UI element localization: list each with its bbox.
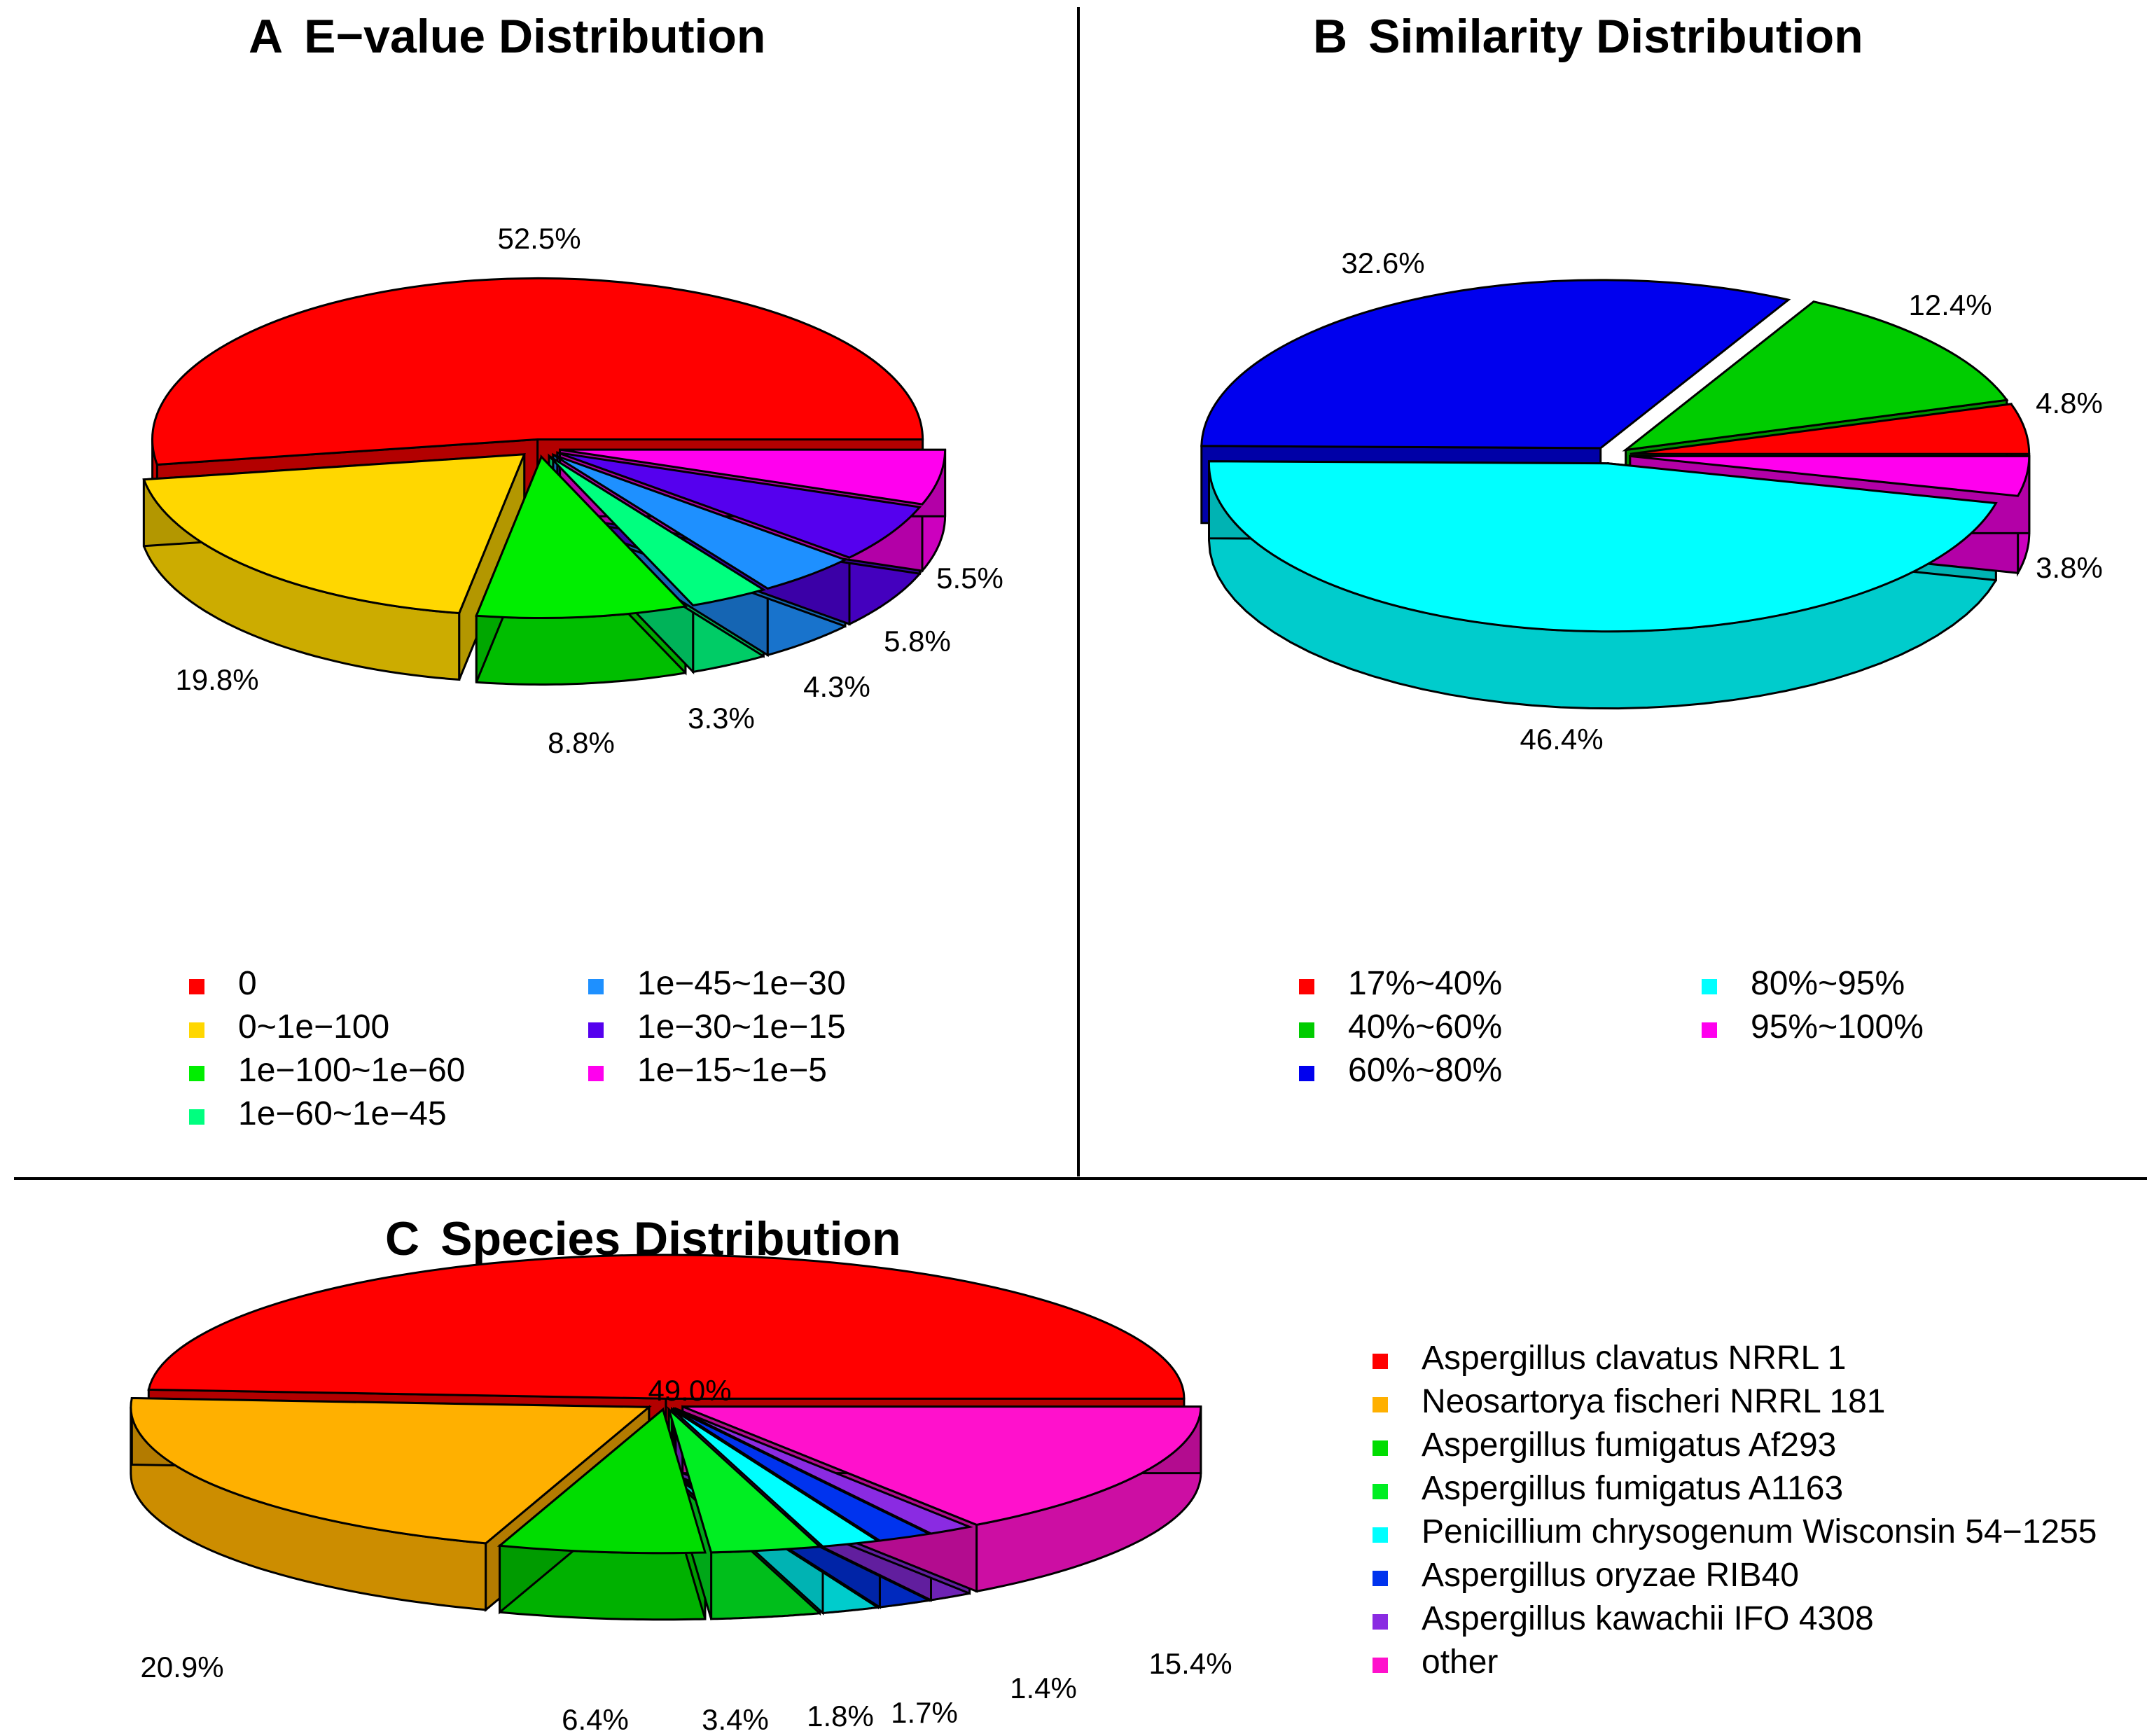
pie-label-5: 5.8% [884,625,951,658]
pie-label-4: 3.8% [2036,551,2103,584]
pie-slice-2 [1200,279,1791,450]
pie-slice-0 [147,1254,1186,1400]
legend-label-4: 1e−45~1e−30 [637,965,846,1002]
legend-label-3: 80%~95% [1751,965,1905,1002]
legend-swatch-1 [1299,1022,1314,1038]
legend-swatch-0 [1373,1354,1388,1369]
legend-swatch-7 [1373,1658,1388,1673]
legend-label-5: 1e−30~1e−15 [637,1008,846,1046]
legend-swatch-3 [1702,979,1717,994]
legend-label-1: 0~1e−100 [238,1008,389,1046]
pie-label-0: 52.5% [497,222,581,255]
panel-b-title: B Similarity Distribution [1313,10,1863,63]
legend-label-0: Aspergillus clavatus NRRL 1 [1422,1340,1846,1377]
legend-label-2: Aspergillus fumigatus Af293 [1422,1426,1836,1464]
legend-evalue: 0 0~1e−100 1e−100~1e−60 1e−60~1e−45 1e−45~1e… [189,965,846,1132]
legend-label-4: 95%~100% [1751,1008,1924,1046]
legend-label-2: 60%~80% [1348,1052,1502,1089]
legend-label-3: 1e−60~1e−45 [238,1095,447,1132]
pie-slice-7 [682,1405,1202,1526]
legend-label-2: 1e−100~1e−60 [238,1052,465,1089]
legend-label-4: Penicillium chrysogenum Wisconsin 54−125… [1422,1513,2097,1550]
pie-label-6: 5.5% [936,562,1003,595]
legend-species: Aspergillus clavatus NRRL 1 Neosartorya f… [1373,1340,2097,1681]
panel-a-title: A E−value Distribution [249,10,765,63]
pie-label-3: 46.4% [1520,723,1603,756]
pie-slice-0 [151,277,924,466]
legend-similarity: 17%~40% 40%~60% 60%~80% 80%~95% 95%~100% [1299,965,1924,1089]
pie-label-3: 3.4% [702,1703,769,1736]
pie-slice-1 [142,453,526,615]
pie-label-0: 4.8% [2036,387,2103,419]
legend-swatch-0 [189,979,204,994]
pie-chart-species: 49.0% 20.9% 6.4% 3.4% 1.8% 1.7% 1.4% 15.4% [130,1254,1232,1736]
legend-label-1: 40%~60% [1348,1008,1502,1046]
pie-label-0: 49.0% [648,1374,731,1407]
pie-slice-4 [671,1408,881,1548]
pie-chart-similarity: 4.8% 12.4% 32.6% 46.4% 3.8% [1200,246,2103,756]
legend-swatch-0 [1299,979,1314,994]
legend-swatch-6 [1373,1614,1388,1630]
legend-swatch-2 [1299,1066,1314,1081]
pie-label-3: 3.3% [688,702,755,735]
pie-label-5: 1.7% [891,1696,958,1729]
pie-label-4: 4.3% [803,670,870,703]
pie-chart-evalue: 52.5% 19.8% 8.8% 3.3% 4.3% 5.8% 5.5% [142,222,1003,759]
pie-slice-4 [1630,454,2031,497]
pie-slice-6 [675,1408,973,1535]
pie-label-2: 8.8% [548,726,615,759]
pie-label-1: 19.8% [175,663,258,696]
legend-label-7: other [1422,1644,1498,1681]
pie-label-7: 15.4% [1148,1647,1232,1680]
legend-swatch-4 [588,979,604,994]
pie-label-4: 1.8% [807,1700,874,1732]
legend-label-5: Aspergillus oryzae RIB40 [1422,1557,1799,1594]
pie-slice-3 [1207,460,1998,633]
pie-slice-1 [1622,300,2009,452]
pie-slice-4 [553,453,848,590]
pie-slice-6 [560,448,947,506]
legend-swatch-5 [1373,1571,1388,1586]
legend-swatch-4 [1702,1022,1717,1038]
legend-swatch-3 [1373,1484,1388,1499]
legend-label-6: Aspergillus kawachii IFO 4308 [1422,1600,1874,1637]
pie-slice-2 [475,454,688,619]
legend-swatch-1 [189,1022,204,1038]
legend-swatch-4 [1373,1527,1388,1543]
pie-label-6: 1.4% [1010,1672,1077,1704]
pie-slice-3 [548,454,766,607]
legend-label-1: Neosartorya fischeri NRRL 181 [1422,1383,1885,1420]
legend-swatch-2 [1373,1440,1388,1456]
legend-label-3: Aspergillus fumigatus A1163 [1422,1470,1843,1507]
legend-swatch-6 [588,1066,604,1081]
legend-label-6: 1e−15~1e−5 [637,1052,827,1089]
pie-label-1: 20.9% [140,1651,223,1683]
legend-swatch-5 [588,1022,604,1038]
pie-slice-0 [1630,403,2031,455]
pie-label-2: 6.4% [562,1703,629,1736]
pie-label-1: 12.4% [1908,289,1992,321]
legend-label-0: 17%~40% [1348,965,1502,1002]
pie-slice-2 [496,1408,707,1555]
pie-slice-5 [557,451,922,559]
legend-label-0: 0 [238,965,257,1002]
legend-swatch-3 [189,1109,204,1125]
pie-slice-3 [667,1405,823,1554]
pie-slice-1 [130,1396,652,1545]
legend-swatch-1 [1373,1397,1388,1412]
legend-swatch-2 [189,1066,204,1081]
pie-label-2: 32.6% [1341,246,1424,279]
